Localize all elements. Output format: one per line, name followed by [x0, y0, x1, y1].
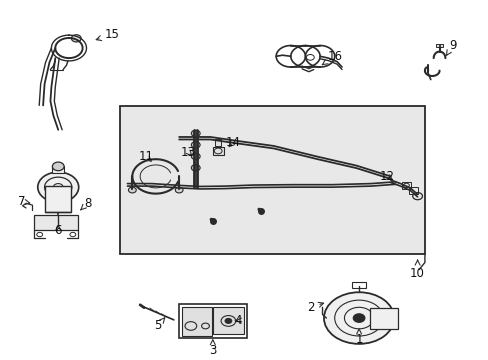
- Bar: [44, 186, 71, 212]
- Text: 13: 13: [181, 145, 196, 158]
- Bar: [120, 107, 424, 253]
- Text: 14: 14: [225, 136, 240, 149]
- Text: 12: 12: [379, 170, 394, 183]
- Text: 3: 3: [209, 340, 216, 357]
- Circle shape: [191, 141, 200, 148]
- Bar: [178, 304, 246, 338]
- Bar: [212, 147, 223, 155]
- Circle shape: [175, 187, 183, 193]
- Text: 5: 5: [154, 318, 164, 332]
- Circle shape: [352, 314, 364, 322]
- Text: 11: 11: [138, 150, 153, 163]
- Bar: [182, 307, 212, 336]
- Bar: [351, 282, 366, 288]
- Text: 9: 9: [446, 39, 455, 55]
- Circle shape: [324, 292, 393, 344]
- Text: 15: 15: [96, 28, 119, 41]
- Text: 6: 6: [54, 224, 62, 237]
- Bar: [213, 307, 243, 334]
- Text: 1: 1: [355, 329, 362, 346]
- Bar: [408, 187, 417, 194]
- Circle shape: [38, 172, 79, 202]
- Bar: [215, 139, 221, 146]
- Bar: [52, 166, 64, 173]
- Text: 4: 4: [234, 314, 242, 327]
- Circle shape: [191, 153, 200, 159]
- Bar: [369, 308, 397, 329]
- Circle shape: [224, 319, 231, 323]
- Text: 2: 2: [306, 301, 323, 314]
- Text: 10: 10: [409, 260, 424, 280]
- Bar: [435, 44, 443, 47]
- Text: 8: 8: [81, 197, 91, 210]
- Circle shape: [71, 35, 81, 42]
- Circle shape: [52, 162, 64, 171]
- Bar: [401, 182, 410, 189]
- Circle shape: [191, 130, 200, 136]
- Circle shape: [128, 187, 136, 193]
- Circle shape: [191, 165, 200, 171]
- Bar: [34, 215, 78, 230]
- Text: 16: 16: [322, 50, 342, 65]
- Text: 7: 7: [19, 195, 30, 208]
